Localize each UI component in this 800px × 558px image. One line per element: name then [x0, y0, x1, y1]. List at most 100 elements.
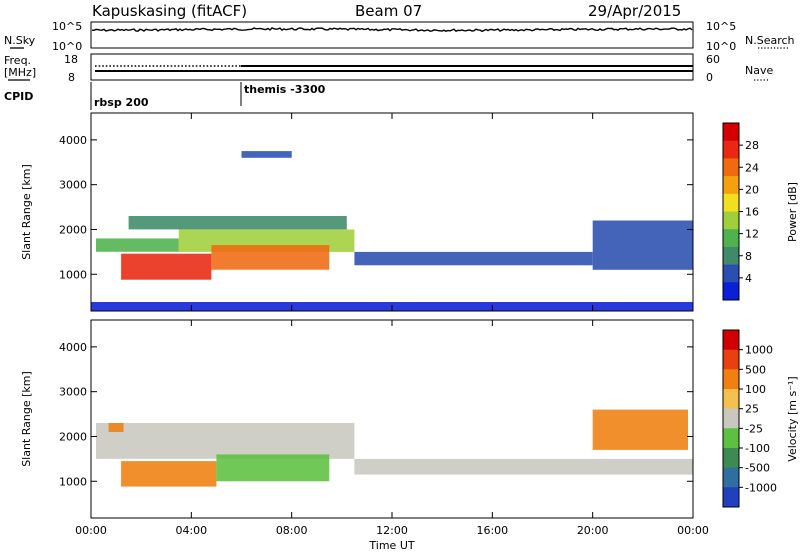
- freq-tick-bottom: 8: [68, 71, 75, 84]
- velocity-colorbar-tick-3: 100: [745, 383, 766, 396]
- power-region-1: [96, 238, 179, 252]
- power-ytick-label-2: 3000: [59, 179, 87, 192]
- velocity-colorbar-block-8: [723, 467, 739, 488]
- date-title: 29/Apr/2015: [588, 2, 681, 20]
- velocity-colorbar-block-7: [723, 448, 739, 469]
- nave-tick-top: 60: [706, 53, 720, 66]
- velocity-xtick-label-3: 08:00: [276, 524, 308, 537]
- freq-panel: Freq. [MHz] 18 8 60 0 Nave: [4, 53, 773, 84]
- beam-title: Beam 07: [355, 2, 422, 20]
- power-colorbar-block-7: [723, 229, 739, 248]
- velocity-colorbar-tick-6: -100: [745, 442, 770, 455]
- freq-tick-top: 18: [64, 53, 78, 66]
- station-title: Kapuskasing (fitACF): [92, 2, 247, 20]
- velocity-ylabel: Slant Range [km]: [20, 371, 33, 467]
- power-colorbar-tick-1: 28: [745, 139, 759, 152]
- velocity-colorbar-tick-5: -25: [745, 422, 763, 435]
- cpid-segment-1: rbsp 200: [94, 96, 149, 109]
- velocity-xtick-label-7: 00:00: [677, 524, 709, 537]
- velocity-xtick-label-2: 04:00: [175, 524, 207, 537]
- velocity-colorbar-frame: [722, 329, 740, 508]
- velocity-panel: 4000 3000 2000 1000 00:00 04:00 08:00 12:00 16:0…: [20, 319, 709, 552]
- power-colorbar-block-6: [723, 211, 739, 230]
- power-colorbar-block-1: [723, 123, 739, 142]
- power-colorbar-tick-5: 12: [745, 228, 759, 241]
- velocity-colorbar-block-9: [723, 487, 739, 508]
- velocity-colorbar-tick-8: -1000: [745, 481, 777, 494]
- power-colorbar-tick-3: 20: [745, 183, 759, 196]
- power-region-3: [121, 253, 212, 280]
- velocity-xtick-label-6: 20:00: [577, 524, 609, 537]
- velocity-ytick-label-3: 2000: [59, 430, 87, 443]
- velocity-colorbar-block-4: [723, 389, 739, 410]
- velocity-region-4: [354, 458, 693, 475]
- freq-label-bottom: [MHz]: [4, 66, 36, 79]
- power-colorbar-blocks: [723, 123, 739, 301]
- velocity-region-5: [592, 409, 688, 450]
- nsky-panel: N.Sky 10^5 10^0 10^5 10^0 N.Search: [4, 20, 795, 53]
- power-colorbar-block-3: [723, 158, 739, 177]
- velocity-region-6: [108, 423, 124, 432]
- velocity-colorbar-block-3: [723, 369, 739, 390]
- power-region-6: [354, 251, 593, 266]
- freq-label-top: Freq.: [4, 54, 31, 67]
- velocity-region-2: [121, 461, 217, 487]
- power-ytick-label-1: 4000: [59, 134, 87, 147]
- velocity-region-1: [96, 423, 355, 459]
- power-region-4: [211, 245, 330, 270]
- power-colorbar-block-4: [723, 176, 739, 195]
- power-region-8: [241, 151, 292, 158]
- velocity-axes: 4000 3000 2000 1000 00:00 04:00 08:00 12:00 16:0…: [59, 320, 709, 537]
- velocity-colorbar-block-5: [723, 408, 739, 429]
- power-axes: 4000 3000 2000 1000: [59, 113, 694, 311]
- power-ytick-label-3: 2000: [59, 223, 87, 236]
- power-colorbar-label: Power [dB]: [786, 182, 799, 242]
- velocity-xtick-label-4: 12:00: [376, 524, 408, 537]
- power-colorbar-tick-4: 16: [745, 206, 759, 219]
- power-region-7: [592, 220, 693, 270]
- velocity-region-3: [216, 454, 330, 482]
- power-region-5: [128, 216, 347, 230]
- nsky-tick-top: 10^5: [52, 20, 82, 33]
- nsky-label: N.Sky: [4, 34, 36, 47]
- power-colorbar-block-10: [723, 282, 739, 301]
- velocity-colorbar-label: Velocity [m s⁻¹]: [786, 376, 799, 461]
- power-ytick-label-4: 1000: [59, 268, 87, 281]
- velocity-colorbar-tick-7: -500: [745, 462, 770, 475]
- velocity-colorbar: 1000 500 100 25 -25 -100 -500 -1000 Velocity [m…: [722, 329, 799, 508]
- velocity-colorbar-blocks: [723, 330, 739, 508]
- velocity-colorbar-tick-2: 500: [745, 363, 766, 376]
- power-colorbar-block-8: [723, 246, 739, 266]
- velocity-colorbar-tick-1: 1000: [745, 344, 773, 357]
- power-colorbar-ticks: 28 24 20 16 12 8 4: [739, 139, 759, 285]
- velocity-xtick-label-5: 16:00: [476, 524, 508, 537]
- power-colorbar-block-9: [723, 264, 739, 283]
- velocity-colorbar-tick-4: 25: [745, 403, 759, 416]
- velocity-colorbar-ticks: 1000 500 100 25 -25 -100 -500 -1000: [739, 344, 777, 494]
- nsearch-label: N.Search: [745, 34, 795, 47]
- velocity-xtick-label-1: 00:00: [75, 524, 107, 537]
- power-colorbar-block-5: [723, 193, 739, 212]
- nsky-frame: [90, 21, 694, 49]
- velocity-colorbar-block-6: [723, 428, 739, 449]
- velocity-colorbar-block-2: [723, 349, 739, 370]
- velocity-ytick-label-1: 4000: [59, 341, 87, 354]
- power-colorbar-block-2: [723, 140, 739, 159]
- power-colorbar-tick-7: 4: [745, 272, 752, 285]
- power-colorbar-tick-2: 24: [745, 161, 759, 174]
- velocity-ytick-label-2: 3000: [59, 386, 87, 399]
- xaxis-label: Time UT: [368, 539, 414, 552]
- velocity-colorbar-block-1: [723, 330, 739, 351]
- velocity-ytick-label-4: 1000: [59, 475, 87, 488]
- power-panel: 4000 3000 2000 1000 Slant Range [km]: [20, 112, 694, 312]
- nave-tick-bottom: 0: [706, 71, 713, 84]
- velocity-regions: [96, 409, 693, 487]
- cpid-row: CPID rbsp 200 themis -3300: [4, 82, 326, 110]
- nsky-tick-bottom: 10^0: [52, 40, 82, 53]
- power-frame: [90, 112, 694, 312]
- nsearch-tick-top: 10^5: [706, 20, 736, 33]
- power-colorbar: 28 24 20 16 12 8 4 Power [dB]: [722, 122, 799, 301]
- power-ylabel: Slant Range [km]: [20, 164, 33, 260]
- power-regions: [91, 151, 693, 311]
